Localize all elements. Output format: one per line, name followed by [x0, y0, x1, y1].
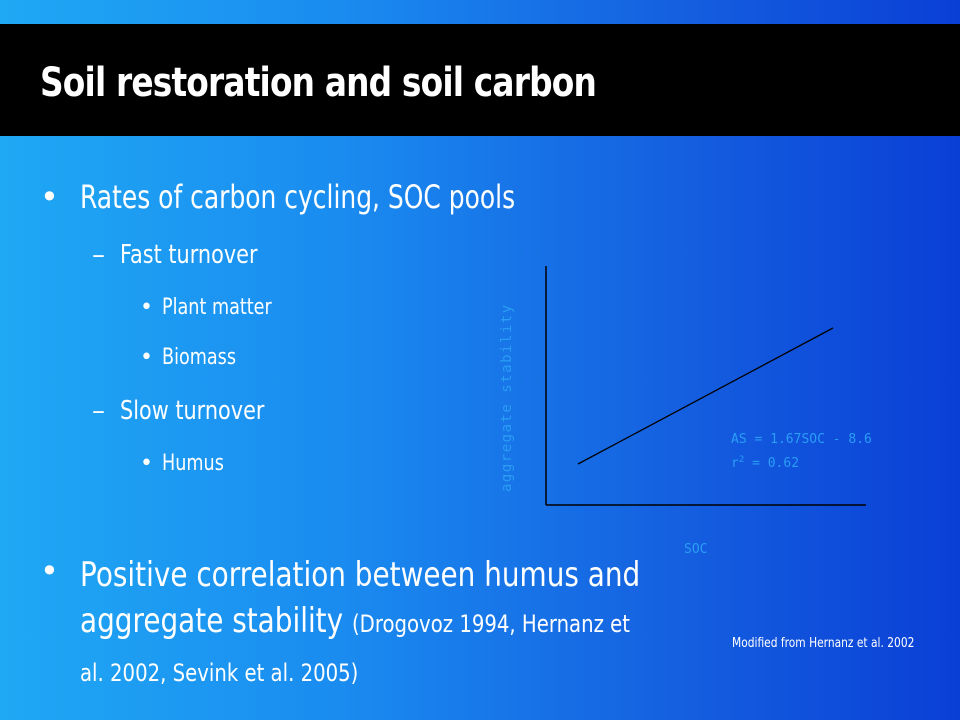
item-humus: • Humus	[140, 451, 239, 476]
figure-caption: Modified from Hernanz et al. 2002	[732, 636, 915, 651]
sub-bullet-fast-text: Fast turnover	[120, 240, 258, 270]
item-biomass: • Biomass	[140, 345, 255, 370]
regression-equation: AS = 1.67SOC - 8.6	[731, 432, 872, 447]
item-biomass-text: Biomass	[162, 345, 237, 370]
x-axis-label: SOC	[684, 542, 707, 557]
citation-text: (Drogovoz 1994, Hernanz et al. 2002, Sev…	[80, 610, 630, 687]
bullet-mark: •	[40, 552, 59, 590]
correlation-text: Positive correlation between humus and a…	[80, 555, 641, 641]
bullet-rates: • Rates of carbon cycling, SOC pools	[40, 178, 638, 216]
title-bar	[0, 24, 960, 136]
sub-bullet-fast: – Fast turnover	[92, 240, 292, 270]
bullet-rates-text: Rates of carbon cycling, SOC pools	[80, 178, 516, 216]
y-axis-label: aggregate stability	[499, 303, 515, 492]
regression-line	[577, 327, 834, 465]
r-squared-prefix: r	[731, 456, 739, 471]
item-plant-matter: • Plant matter	[140, 295, 299, 320]
dash-mark: –	[92, 396, 105, 426]
slide-title: Soil restoration and soil carbon	[40, 60, 597, 106]
bullet-mark: •	[40, 178, 59, 216]
item-humus-text: Humus	[162, 451, 224, 476]
sub-bullet-slow: – Slow turnover	[92, 396, 301, 426]
bullet-correlation-paragraph: Positive correlation between humus and a…	[80, 552, 654, 696]
dash-mark: –	[92, 240, 105, 270]
item-plant-matter-text: Plant matter	[162, 295, 272, 320]
bullet-mark: •	[140, 345, 153, 370]
r-squared-value: = 0.62	[744, 456, 799, 471]
sub-bullet-slow-text: Slow turnover	[120, 396, 265, 426]
bullet-mark: •	[140, 295, 153, 320]
r-squared: r2 = 0.62	[731, 455, 799, 471]
r-squared-sup: 2	[739, 455, 744, 465]
bullet-mark: •	[140, 451, 153, 476]
